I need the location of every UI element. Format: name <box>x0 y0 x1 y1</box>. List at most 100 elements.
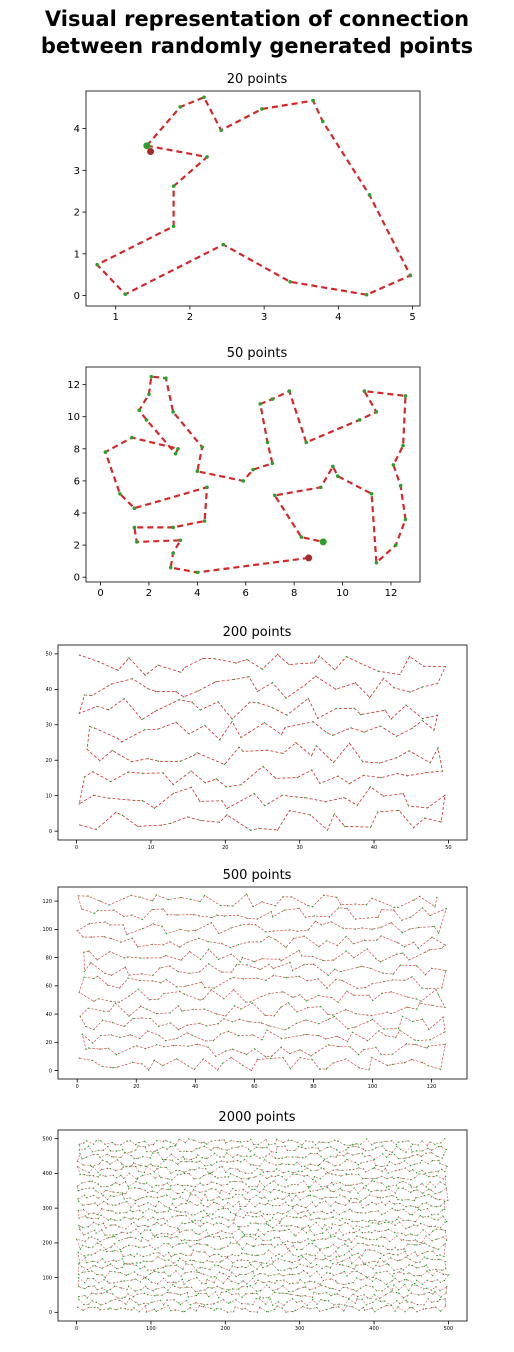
data-point <box>442 1016 445 1018</box>
data-point <box>399 1202 401 1205</box>
data-point <box>431 1214 433 1216</box>
data-point <box>76 1160 79 1162</box>
data-point <box>218 1139 221 1141</box>
data-point <box>213 987 216 989</box>
data-point <box>371 1180 373 1182</box>
data-point <box>274 1143 276 1145</box>
data-point <box>141 1197 143 1199</box>
data-point <box>165 1166 168 1169</box>
data-point <box>324 1038 327 1040</box>
data-point <box>279 1163 281 1166</box>
data-point <box>390 718 392 720</box>
data-point <box>78 1224 80 1227</box>
data-point <box>189 1259 192 1262</box>
data-point <box>129 1209 132 1211</box>
data-point <box>349 1144 351 1147</box>
data-point <box>190 1158 193 1161</box>
data-point <box>394 1310 396 1312</box>
data-point <box>161 1188 163 1190</box>
data-point <box>322 1141 324 1143</box>
data-point <box>116 1267 118 1270</box>
data-point <box>444 1243 446 1245</box>
data-point <box>397 1187 399 1189</box>
data-point <box>271 1304 274 1306</box>
data-point <box>431 967 433 970</box>
data-point <box>156 1149 158 1151</box>
data-point <box>87 1277 89 1280</box>
data-point <box>365 1284 367 1286</box>
data-point <box>103 450 108 454</box>
data-point <box>206 1278 208 1281</box>
data-point <box>352 957 355 959</box>
data-point <box>245 1293 247 1295</box>
data-point <box>357 1164 360 1166</box>
data-point <box>127 977 129 979</box>
data-point <box>336 1154 338 1156</box>
data-point <box>338 1255 340 1258</box>
data-point <box>144 674 147 676</box>
data-point <box>87 1213 90 1215</box>
data-point <box>306 1174 309 1177</box>
data-point <box>208 1172 210 1174</box>
data-point <box>405 1043 408 1045</box>
data-point <box>84 1240 86 1243</box>
data-point <box>100 1193 103 1195</box>
data-point <box>435 1228 437 1230</box>
data-point <box>286 1292 288 1295</box>
data-point <box>90 1270 93 1272</box>
data-point <box>395 1143 397 1146</box>
data-point <box>363 1294 365 1296</box>
data-point <box>263 1185 266 1188</box>
data-point <box>434 906 436 908</box>
data-point <box>137 1145 139 1147</box>
data-point <box>213 1152 216 1155</box>
data-point <box>244 1172 247 1174</box>
data-point <box>334 1201 337 1203</box>
data-point <box>310 1219 312 1221</box>
data-point <box>330 1236 332 1238</box>
data-point <box>162 772 164 774</box>
data-point <box>173 1254 176 1256</box>
data-point <box>411 1169 414 1171</box>
data-point <box>395 757 398 759</box>
data-point <box>137 988 140 991</box>
data-point <box>406 1006 408 1008</box>
data-point <box>81 1226 84 1229</box>
data-point <box>261 958 263 960</box>
data-point <box>328 1141 330 1144</box>
data-point <box>234 1180 236 1183</box>
data-point <box>384 709 386 711</box>
data-point <box>337 1202 340 1205</box>
data-point <box>275 777 277 779</box>
data-point <box>278 1236 280 1239</box>
data-point <box>319 1150 321 1152</box>
data-point <box>117 669 119 672</box>
data-point <box>377 1222 379 1224</box>
data-point <box>430 1289 433 1291</box>
data-point <box>220 1308 222 1310</box>
data-point <box>315 1206 317 1208</box>
data-point <box>245 1155 248 1157</box>
data-point <box>307 1238 309 1240</box>
data-point <box>351 1143 354 1146</box>
data-point <box>156 1236 159 1239</box>
data-point <box>371 1018 374 1021</box>
data-point <box>227 1219 229 1221</box>
data-point <box>358 1067 361 1069</box>
data-point <box>109 1263 112 1265</box>
data-point <box>256 690 259 693</box>
data-point <box>426 988 428 990</box>
data-point <box>182 1310 184 1313</box>
data-point <box>326 1185 328 1187</box>
data-point <box>330 1278 332 1280</box>
data-point <box>371 1280 374 1283</box>
data-point <box>266 1213 269 1216</box>
data-point <box>360 713 362 716</box>
data-point <box>109 1270 111 1273</box>
data-point <box>373 1180 375 1183</box>
data-point <box>229 1167 231 1170</box>
data-point <box>394 1192 397 1194</box>
data-point <box>188 1221 190 1224</box>
data-point <box>325 1265 328 1267</box>
